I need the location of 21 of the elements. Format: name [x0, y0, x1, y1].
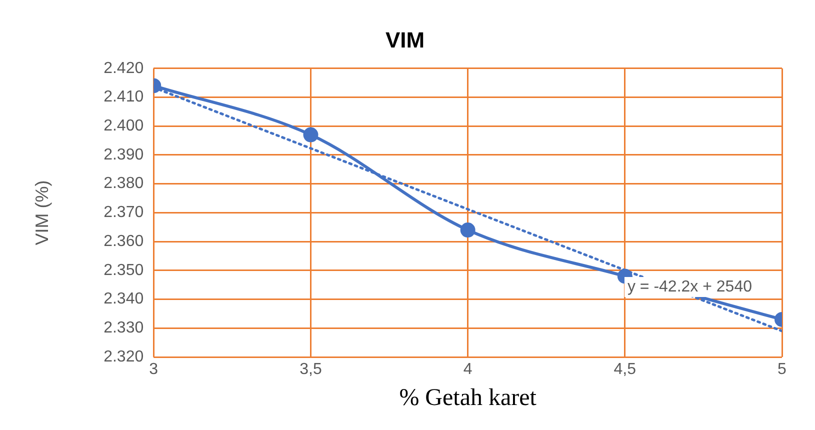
x-tick-label: 3,5 [300, 361, 322, 378]
y-tick-label: 2.410 [104, 88, 144, 106]
y-tick-label: 2.340 [104, 290, 144, 308]
y-tick-label: 2.320 [104, 348, 144, 366]
annotation: y = -42.2x + 2540 [627, 278, 752, 296]
x-tick-label: 4 [463, 361, 472, 378]
point [460, 222, 476, 238]
x-axis-title: % Getah karet [399, 384, 537, 411]
y-tick-label: 2.350 [104, 262, 144, 279]
y-tick-label: 2.330 [104, 320, 144, 337]
y-tick-label: 2.400 [104, 118, 144, 135]
y-tick-label: 2.380 [104, 175, 144, 192]
y-tick-label: 2.360 [104, 232, 144, 250]
y-axis-title: VIM (%) [32, 180, 52, 246]
chart-title: VIM [385, 27, 425, 52]
y-tick-label: 2.420 [104, 60, 144, 77]
y-tick-label: 2.370 [104, 204, 144, 222]
x-tick-label: 4,5 [614, 361, 636, 378]
y-tick-label: 2.390 [104, 146, 144, 164]
x-tick-label: 5 [778, 361, 787, 378]
x-tick-label: 3 [149, 361, 158, 378]
